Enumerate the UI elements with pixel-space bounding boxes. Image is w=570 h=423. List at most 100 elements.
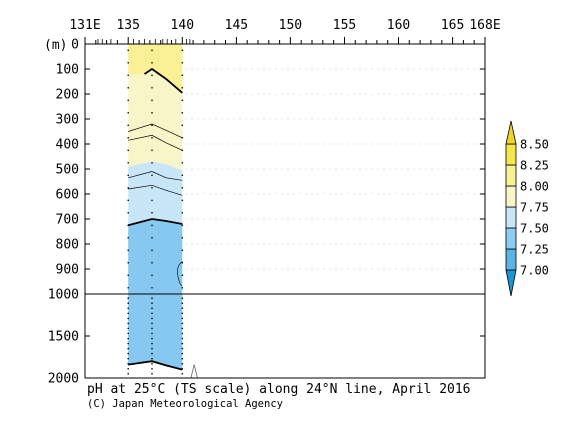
station-dot — [151, 373, 153, 375]
station-dot — [127, 74, 129, 77]
station-dot — [151, 347, 153, 350]
station-dot — [127, 368, 129, 370]
station-dot — [181, 274, 184, 277]
station-dot — [151, 302, 153, 305]
contour-7.50 — [128, 360, 183, 371]
station-dot — [181, 87, 184, 89]
station-dot — [151, 87, 153, 89]
station-dot — [181, 162, 184, 164]
colorbar-label-7.50: 7.50 — [520, 222, 549, 236]
station-dot — [127, 249, 129, 252]
station-dot — [151, 322, 153, 325]
station-dot — [151, 187, 153, 189]
colorbar-label-8.50: 8.50 — [520, 138, 549, 152]
station-dot — [151, 317, 153, 320]
station-dot — [151, 49, 153, 52]
colorbar-segment — [505, 206, 517, 229]
station-dot — [127, 322, 129, 325]
contour-7.80 — [128, 184, 183, 196]
station-dot — [181, 199, 184, 202]
station-dot — [151, 99, 153, 102]
colorbar: 7.00 7.25 7.50 7.75 8.00 8.25 8.50 — [505, 120, 549, 297]
station-dot — [127, 49, 129, 52]
station-dot — [151, 287, 153, 289]
station-dot — [127, 137, 129, 139]
station-dot — [151, 332, 153, 335]
station-dot — [181, 312, 184, 315]
station-dot — [181, 373, 184, 375]
band-7.75-8.00 — [128, 44, 183, 171]
x-tick-label-131E: 131E — [69, 18, 100, 33]
y-tick-label-400: 400 — [56, 138, 79, 153]
station-dot — [127, 362, 129, 365]
colorbar-segment — [505, 227, 517, 250]
y-tick-label-300: 300 — [56, 113, 79, 128]
colorbar-label-7.25: 7.25 — [520, 243, 549, 257]
station-dot — [181, 99, 184, 102]
station-dot — [127, 287, 129, 289]
station-dot — [151, 337, 153, 340]
station-dot — [127, 317, 129, 320]
credit-line: (C) Japan Meteorological Agency — [87, 398, 283, 410]
plot-contours — [127, 67, 183, 371]
station-dot — [181, 74, 184, 77]
station-dot — [181, 249, 184, 252]
x-tick-label-160: 160 — [387, 18, 410, 33]
station-dot — [127, 302, 129, 305]
station-dot — [151, 212, 153, 214]
station-dot — [181, 112, 184, 114]
x-axis-ticks: 131E 135 140 145 150 155 160 165 168E — [69, 18, 501, 44]
station-dot — [151, 162, 153, 164]
station-dot — [127, 199, 129, 202]
plot-fill — [128, 44, 198, 379]
station-dot — [127, 312, 129, 315]
station-dot — [127, 352, 129, 355]
plot-stations — [127, 49, 184, 375]
y-tick-label-100: 100 — [56, 63, 79, 78]
station-dot — [127, 357, 129, 360]
station-dot — [181, 49, 184, 52]
colorbar-label-8.00: 8.00 — [520, 180, 549, 194]
y-tick-label-1000: 1000 — [48, 288, 79, 303]
x-tick-label-150: 150 — [279, 18, 302, 33]
station-dot — [181, 307, 184, 310]
y-tick-label-800: 800 — [56, 238, 79, 253]
station-dot — [127, 373, 129, 375]
station-dot — [151, 224, 153, 227]
colorbar-label-7.00: 7.00 — [520, 264, 549, 278]
station-dot — [127, 174, 129, 177]
station-dot — [181, 187, 184, 189]
station-dot — [127, 212, 129, 214]
station-dot — [181, 137, 184, 139]
station-dot — [151, 124, 153, 127]
station-dot — [181, 287, 184, 289]
station-dot — [151, 74, 153, 77]
station-dot — [181, 224, 184, 227]
station-dot — [181, 347, 184, 350]
station-dot — [127, 327, 129, 330]
station-dot — [151, 342, 153, 345]
station-dot — [151, 368, 153, 370]
station-dot — [127, 162, 129, 164]
station-dot — [127, 297, 129, 300]
station-dot — [127, 224, 129, 227]
station-dot — [127, 124, 129, 127]
colorbar-segment — [505, 143, 517, 166]
station-dot — [151, 62, 153, 64]
station-dot — [181, 302, 184, 305]
contour-7.50 — [127, 218, 183, 227]
colorbar-segment — [505, 185, 517, 208]
chart-title: pH at 25°C (TS scale) along 24°N line, A… — [87, 382, 471, 397]
station-dot — [127, 99, 129, 102]
station-dot — [181, 327, 184, 330]
colorbar-top-arrow — [505, 120, 517, 145]
station-dot — [151, 262, 153, 264]
station-dot — [181, 262, 184, 264]
contour-7.90 — [128, 134, 183, 151]
station-dot — [151, 174, 153, 177]
station-dot — [151, 137, 153, 139]
station-dot — [181, 124, 184, 127]
station-dot — [151, 357, 153, 360]
station-dot — [181, 322, 184, 325]
